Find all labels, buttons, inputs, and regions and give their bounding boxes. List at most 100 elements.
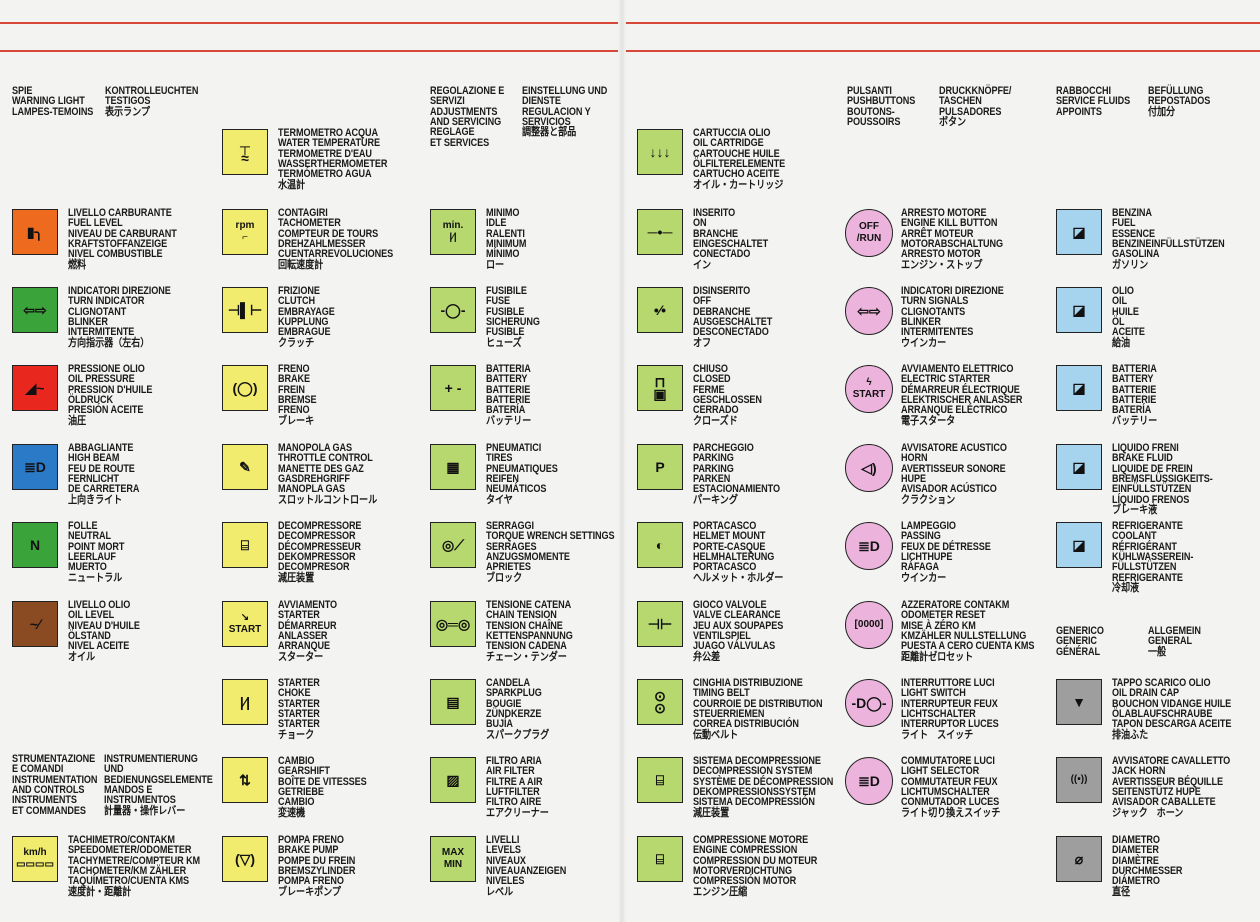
page-fold (618, 0, 626, 922)
turn-signals-icon: ⇦⇨ (845, 287, 893, 335)
symbol-label: TERMOMETRO ACQUA WATER TEMPERATURE TERMO… (278, 127, 388, 191)
symbol-label: PARCHEGGIO PARKING PARKING PARKEN ESTACI… (693, 442, 780, 506)
fluids-header-b: BEFÜLLUNG REPOSTADOS 付加分 (1148, 85, 1211, 118)
symbol-label: AZZERATORE CONTAKM ODOMETER RESET MISE À… (901, 599, 1035, 663)
symbol-label: AVVISATORE CAVALLETTO JACK HORN AVERTISS… (1112, 755, 1231, 819)
brake-fluid-icon: ◪ (1056, 444, 1102, 490)
engine-compression-icon: ⌸ (637, 836, 683, 882)
symbol-label: DISINSERITO OFF DEBRANCHE AUSGESCHALTET … (693, 285, 773, 349)
symbol-label: INSERITO ON BRANCHE EINGESCHALTET CONECT… (693, 207, 769, 271)
symbol-label: BENZINA FUEL ESSENCE BENZINEINFÜLLSTÜTZE… (1112, 207, 1225, 271)
fuel-can-icon: ◪ (1056, 209, 1102, 255)
symbol-label: CONTAGIRI TACHOMETER COMPTEUR DE TOURS D… (278, 207, 394, 271)
brake-pump-icon: (▽) (222, 836, 268, 882)
oil-drain-cap-icon: ▼ (1056, 679, 1102, 725)
symbol-label: LIVELLO OLIO OIL LEVEL NIVEAU D'HUILE ÖL… (68, 599, 140, 663)
chain-tension-icon: ◎═◎ (430, 601, 476, 647)
oil-cartridge-icon: ↓↓↓ (637, 129, 683, 175)
choke-icon: |⁄| (222, 679, 268, 725)
second-rule (0, 50, 1260, 52)
passing-icon: ≣D (845, 522, 893, 570)
adjustments-header-b: EINSTELLUNG UND DIENSTE REGULACION Y SER… (522, 85, 608, 139)
clutch-icon: ⊣▌⊢ (222, 287, 268, 333)
air-filter-icon: ▨ (430, 757, 476, 803)
instruments-header-b: INSTRUMENTIERUNG UND BEDIENUNGSELEMENTE … (104, 753, 213, 817)
symbol-label: CINGHIA DISTRIBUZIONE TIMING BELT COURRO… (693, 677, 823, 741)
light-selector-icon: ≣D (845, 757, 893, 805)
timing-belt-icon: ⊙ ⊙ (637, 679, 683, 725)
symbol-label: LIVELLO CARBURANTE FUEL LEVEL NIVEAU DE … (68, 207, 177, 271)
symbol-label: COMPRESSIONE MOTORE ENGINE COMPRESSION C… (693, 834, 818, 898)
levels-icon: MAX MIN (430, 836, 476, 882)
horn-icon: ◁) (845, 444, 893, 492)
symbol-label: FUSIBILE FUSE FUSIBLE SICHERUNG FUSIBLE … (486, 285, 540, 349)
decompressor-icon: ⌸ (222, 522, 268, 568)
battery-icon: + - (430, 365, 476, 411)
light-switch-icon: -D◯- (845, 679, 893, 727)
torque-wrench-icon: ◎⟋ (430, 522, 476, 568)
symbol-label: INDICATORI DIREZIONE TURN SIGNALS CLIGNO… (901, 285, 1004, 349)
symbol-label: AVVIAMENTO STARTER DÉMARREUR ANLASSER AR… (278, 599, 338, 663)
symbol-label: DECOMPRESSORE DECOMPRESSOR DÉCOMPRESSEUR… (278, 520, 362, 584)
fluids-header-a: RABBOCCHI SERVICE FLUIDS APPOINTS (1056, 85, 1131, 118)
water-temperature-icon: ┬ ≈ (222, 129, 268, 175)
generic-header-b: ALLGEMEIN GENERAL 一般 (1148, 625, 1201, 658)
symbol-label: GIOCO VALVOLE VALVE CLEARANCE JEU AUX SO… (693, 599, 784, 663)
diameter-icon: ⌀ (1056, 836, 1102, 882)
symbol-label: TENSIONE CATENA CHAIN TENSION TENSION CH… (486, 599, 573, 663)
symbol-label: LIQUIDO FRENI BRAKE FLUID LIQUIDE DE FRE… (1112, 442, 1213, 517)
symbol-label: FILTRO ARIA AIR FILTER FILTRE A AIR LUFT… (486, 755, 549, 819)
electric-starter-icon: ϟ START (845, 365, 893, 413)
turn-indicator-icon: ⇦⇨ (12, 287, 58, 333)
symbol-label: PRESSIONE OLIO OIL PRESSURE PRESSION D'H… (68, 363, 153, 427)
warning-lights-header-b: KONTROLLEUCHTEN TESTIGOS 表示ランプ (105, 85, 199, 118)
odometer-reset-icon: [0000] (845, 601, 893, 649)
symbol-label: POMPA FRENO BRAKE PUMP POMPE DU FREIN BR… (278, 834, 356, 898)
brake-icon: (◯) (222, 365, 268, 411)
switch-on-icon: ─•─ (637, 209, 683, 255)
oil-level-icon: ~∕ (12, 601, 58, 647)
symbol-label: LIVELLI LEVELS NIVEAUX NIVEAUANZEIGEN NI… (486, 834, 567, 898)
idle-icon: min. |⁄| (430, 209, 476, 255)
fuse-icon: -◯- (430, 287, 476, 333)
symbol-label: INTERRUTTORE LUCI LIGHT SWITCH INTERRUPT… (901, 677, 999, 741)
symbol-label: MANOPOLA GAS THROTTLE CONTROL MANETTE DE… (278, 442, 378, 506)
instruments-header-a: STRUMENTAZIONE E COMANDI INSTRUMENTATION… (12, 753, 98, 817)
oil-pressure-icon: ◢~ (12, 365, 58, 411)
off-run-icon: OFF /RUN (845, 209, 893, 257)
battery-fill-icon: ◪ (1056, 365, 1102, 411)
valve-clearance-icon: ⊣⊢ (637, 601, 683, 647)
coolant-icon: ◪ (1056, 522, 1102, 568)
top-rule (0, 22, 1260, 24)
symbol-label: MINIMO IDLE RALENTI MINIMUM MÍNIMO ロー (486, 207, 527, 271)
high-beam-icon: ≣D (12, 444, 58, 490)
symbol-label: CARTUCCIA OLIO OIL CARTRIDGE CARTOUCHE H… (693, 127, 786, 191)
lock-icon: ⊓ ▣ (637, 365, 683, 411)
symbol-label: ARRESTO MOTORE ENGINE KILL BUTTON ARRÊT … (901, 207, 1004, 271)
symbol-label: LAMPEGGIO PASSING FEUX DE DÉTRESSE LICHT… (901, 520, 991, 584)
tachometer-icon: rpm ⌐ (222, 209, 268, 255)
symbol-label: OLIO OIL HUILE ÖL ACEITE 給油 (1112, 285, 1145, 349)
symbol-label: AVVISATORE ACUSTICO HORN AVERTISSEUR SON… (901, 442, 1007, 506)
symbol-label: PORTACASCO HELMET MOUNT PORTE-CASQUE HEL… (693, 520, 784, 584)
warning-lights-header-a: SPIE WARNING LIGHT LAMPES-TEMOINS (12, 85, 94, 118)
symbol-label: CHIUSO CLOSED FERME GESCHLOSSEN CERRADO … (693, 363, 762, 427)
symbol-label: BATTERIA BATTERY BATTERIE BATTERIE BATER… (1112, 363, 1158, 427)
symbol-label: ABBAGLIANTE HIGH BEAM FEU DE ROUTE FERNL… (68, 442, 140, 506)
starter-icon: ↘ START (222, 601, 268, 647)
symbol-label: CANDELA SPARKPLUG BOUGIE ZÜNDKERZE BUJÍA… (486, 677, 550, 741)
symbol-label: DIAMETRO DIAMETER DIAMÈTRE DURCHMESSER D… (1112, 834, 1183, 898)
symbol-label: INDICATORI DIREZIONE TURN INDICATOR CLIG… (68, 285, 171, 349)
speedometer-icon: km/h ▭▭▭▭ (12, 836, 58, 882)
pushbuttons-header-b: DRUCKKNÖPFE/ TASCHEN PULSADORES ボタン (939, 85, 1012, 129)
sparkplug-icon: ▤ (430, 679, 476, 725)
symbol-label: CAMBIO GEARSHIFT BOÎTE DE VITESSES GETRI… (278, 755, 367, 819)
jack-horn-icon: ((•)) (1056, 757, 1102, 803)
symbol-label: TACHIMETRO/CONTAKM SPEEDOMETER/ODOMETER … (68, 834, 201, 898)
symbol-label: TAPPO SCARICO OLIO OIL DRAIN CAP BOUCHON… (1112, 677, 1232, 741)
symbol-label: BATTERIA BATTERY BATTERIE BATTERIE BATER… (486, 363, 532, 427)
neutral-icon: N (12, 522, 58, 568)
gearshift-icon: ⇅ (222, 757, 268, 803)
oil-can-icon: ◪ (1056, 287, 1102, 333)
symbol-label: COMMUTATORE LUCI LIGHT SELECTOR COMMUTAT… (901, 755, 1001, 819)
